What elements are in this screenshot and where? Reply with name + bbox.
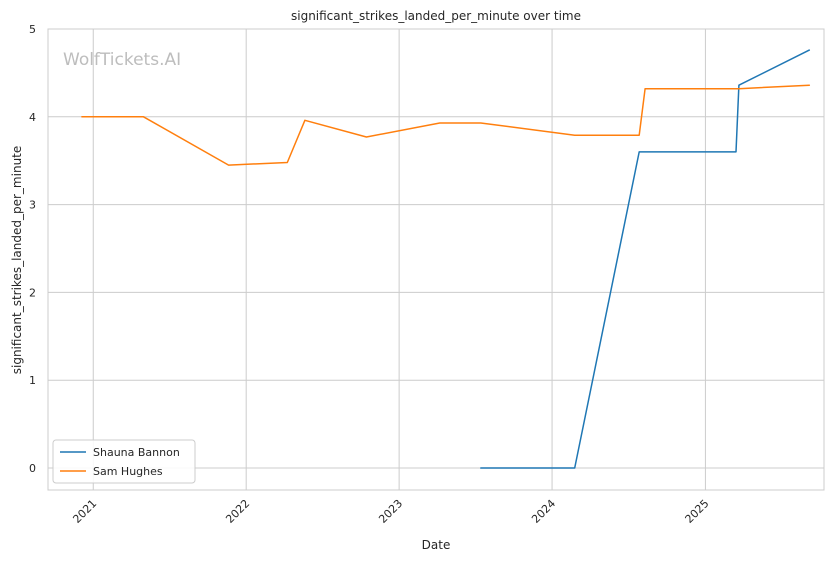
- legend: Shauna Bannon Sam Hughes: [52, 439, 196, 484]
- watermark: WolfTickets.AI: [63, 50, 181, 70]
- series-layer: [81, 49, 811, 469]
- series-line-shauna-bannon: [480, 49, 811, 469]
- x-axis-label: Date: [422, 538, 451, 552]
- y-tick-label-2: 2: [29, 286, 36, 299]
- y-tick-label-0: 0: [29, 462, 36, 475]
- y-axis-label: significant_strikes_landed_per_minute: [10, 146, 24, 375]
- y-tick-labels: 0 1 2 3 4 5: [29, 23, 36, 475]
- y-tick-label-3: 3: [29, 199, 36, 212]
- plot-area-frame: [47, 28, 825, 491]
- y-tick-label-5: 5: [29, 23, 36, 36]
- legend-label-sam-hughes: Sam Hughes: [93, 465, 163, 478]
- y-tick-label-4: 4: [29, 111, 36, 124]
- legend-items: Shauna Bannon Sam Hughes: [60, 446, 180, 478]
- chart-title: significant_strikes_landed_per_minute ov…: [291, 9, 581, 23]
- series-line-sam-hughes: [81, 84, 811, 166]
- y-tick-label-1: 1: [29, 374, 36, 387]
- legend-label-shauna-bannon: Shauna Bannon: [93, 446, 180, 459]
- legend-box: [52, 439, 196, 484]
